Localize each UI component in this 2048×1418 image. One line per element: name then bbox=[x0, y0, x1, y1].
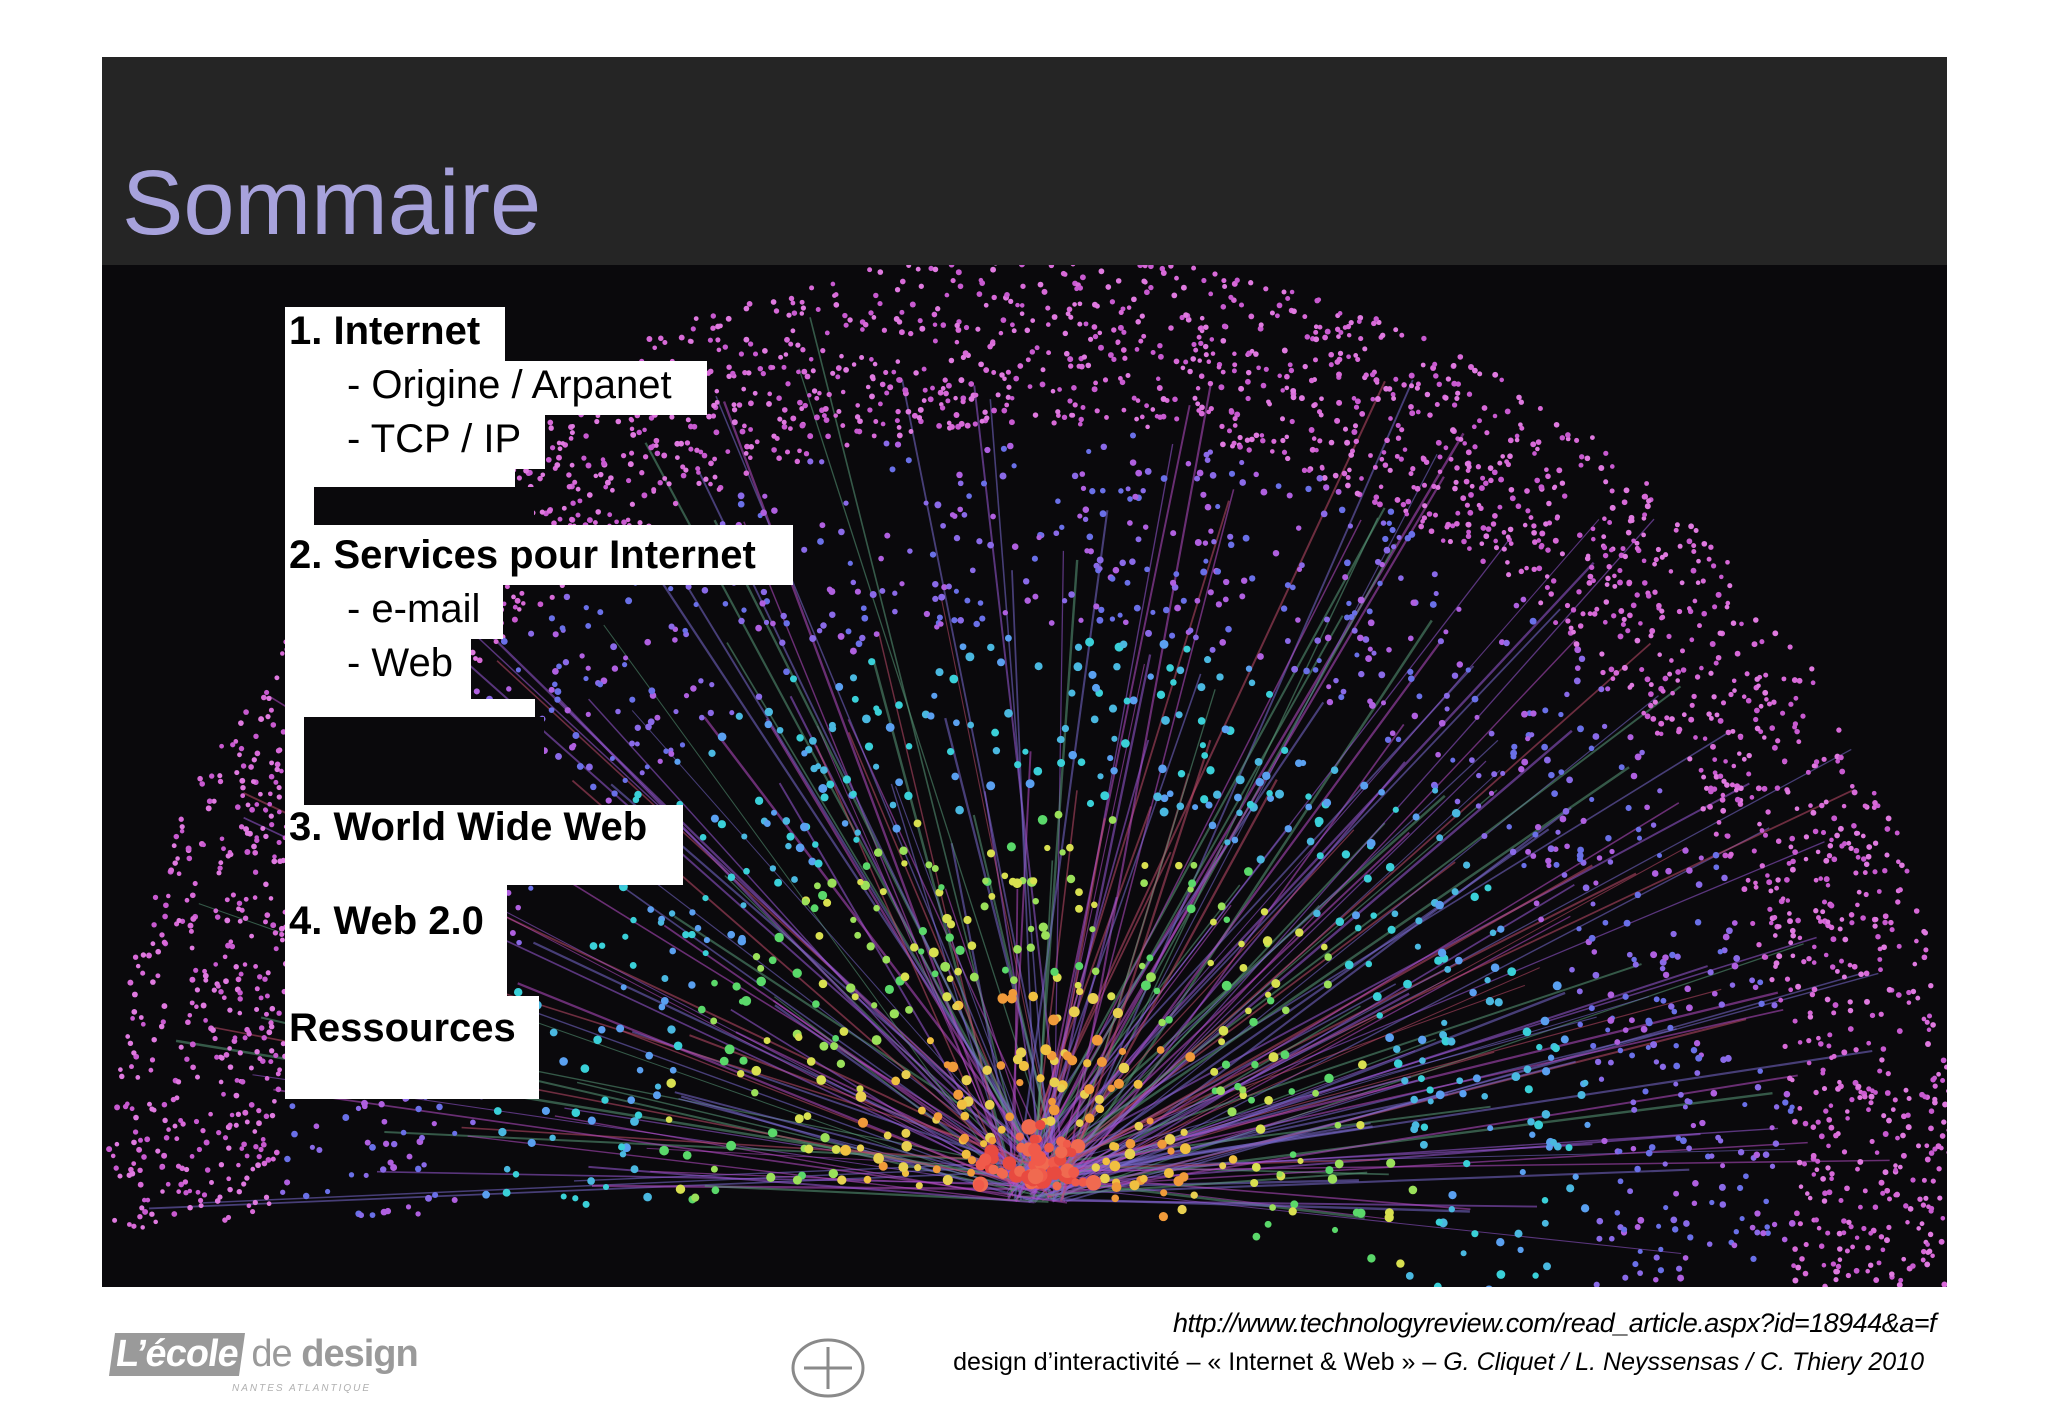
toc-redacted-bar bbox=[304, 717, 544, 805]
header-band bbox=[102, 57, 1947, 265]
toc-redacted-bar bbox=[314, 487, 534, 525]
plus-circle-icon bbox=[791, 1338, 865, 1398]
toc-section-internet[interactable]: 1. Internet bbox=[285, 307, 505, 361]
table-of-contents: 1. Internet - Origine / Arpanet - TCP / … bbox=[102, 57, 1947, 1287]
school-logo: L’école de design NANTES ATLANTIQUE bbox=[108, 1333, 422, 1401]
logo-wordmark: L’école de design bbox=[108, 1333, 419, 1376]
logo-ecole: L’école bbox=[108, 1333, 245, 1376]
logo-design: design bbox=[301, 1333, 418, 1375]
logo-subtitle: NANTES ATLANTIQUE bbox=[232, 1383, 372, 1394]
footer-credit: design d’interactivité – « Internet & We… bbox=[953, 1348, 1924, 1377]
toc-item-origine-arpanet[interactable]: - Origine / Arpanet bbox=[285, 361, 707, 415]
source-url[interactable]: http://www.technologyreview.com/read_art… bbox=[1173, 1308, 1936, 1338]
footer-authors: G. Cliquet / L. Neyssensas / C. Thiery 2… bbox=[1443, 1348, 1924, 1376]
footer-course: design d’interactivité – « Internet & We… bbox=[953, 1348, 1444, 1376]
slide-panel: Sommaire 1. Internet - Origine / Arpanet… bbox=[102, 57, 1947, 1287]
toc-section-ressources[interactable]: Ressources bbox=[285, 996, 539, 1099]
toc-item-web[interactable]: - Web bbox=[285, 639, 471, 699]
logo-de: de bbox=[251, 1333, 292, 1375]
toc-item-email[interactable]: - e-mail bbox=[285, 585, 503, 639]
toc-section-services[interactable]: 2. Services pour Internet bbox=[285, 525, 793, 585]
toc-section-www[interactable]: 3. World Wide Web bbox=[285, 805, 683, 885]
slide-title: Sommaire bbox=[122, 152, 542, 254]
toc-section-web20[interactable]: 4. Web 2.0 bbox=[285, 885, 507, 996]
toc-item-tcp-ip[interactable]: - TCP / IP bbox=[285, 415, 545, 469]
